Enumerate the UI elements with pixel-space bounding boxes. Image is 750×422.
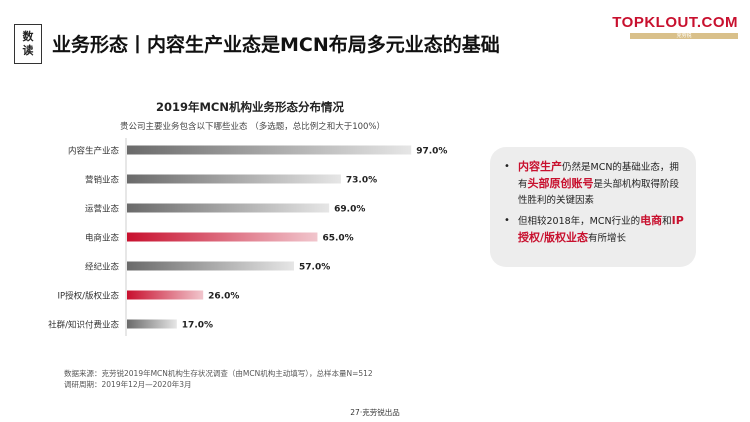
- value-label: 26.0%: [208, 292, 239, 302]
- bullet-1-text-b: 是头部机构取得阶段性胜利的关键因素: [518, 179, 680, 206]
- category-label: IP授权/版权业态: [58, 291, 120, 302]
- brand-logo: TOPKLOUT.COM 克劳锐: [612, 14, 738, 39]
- bar: [127, 290, 204, 300]
- highlight-ip-licensing: IP授权/版权业态: [518, 214, 684, 244]
- page-title: 业务形态丨内容生产业态是MCN布局多元业态的基础: [52, 34, 500, 56]
- value-label: 97.0%: [416, 147, 447, 157]
- bar-chart: 内容生产业态 97.0% 营销业态 73.0% 运营业态 69.0% 电商业态 65.0% 经纪…: [48, 138, 447, 336]
- logo-text: TOPKLOUT.COM: [612, 14, 738, 31]
- chart-subtitle: 贵公司主要业务包含以下哪些业态 （多选题，总比例之和大于100%）: [120, 122, 386, 132]
- category-label: 经纪业态: [85, 262, 120, 273]
- category-label: 营销业态: [85, 175, 120, 186]
- survey-period-line: 调研周期：2019年12月—2020年3月: [64, 380, 192, 389]
- value-label: 65.0%: [322, 234, 353, 244]
- value-label: 69.0%: [334, 205, 365, 215]
- insight-bullet-1: 内容生产仍然是MCN的基础业态，拥有头部原创账号是头部机构取得阶段性胜利的关键因…: [504, 159, 684, 209]
- bullet-2-text-b: 和: [662, 216, 672, 227]
- category-label: 运营业态: [85, 204, 120, 215]
- bar: [127, 232, 318, 242]
- value-label: 73.0%: [346, 176, 377, 186]
- section-badge: 数 读: [14, 24, 42, 64]
- bar: [127, 203, 330, 213]
- category-label: 电商业态: [85, 233, 120, 244]
- bullet-1-text-a: 仍然是MCN的基础业态，拥有: [518, 162, 679, 190]
- category-label: 内容生产业态: [68, 146, 120, 157]
- highlight-content-production: 内容生产: [518, 160, 562, 173]
- bullet-2-text-c: 有所增长: [588, 233, 627, 244]
- badge-char-2: 读: [22, 44, 34, 57]
- bullet-2-text-a: 但相较2018年，MCN行业的: [518, 216, 641, 227]
- logo-subtext: 克劳锐: [630, 33, 738, 39]
- value-label: 17.0%: [182, 321, 213, 331]
- data-source-note: 数据来源：克劳锐2019年MCN机构生存状况调查（由MCN机构主动填写），总样本…: [64, 368, 373, 390]
- bar: [127, 261, 295, 271]
- bar: [127, 174, 341, 184]
- badge-char-1: 数: [22, 30, 34, 43]
- highlight-ecommerce: 电商: [640, 214, 663, 227]
- insight-callout: 内容生产仍然是MCN的基础业态，拥有头部原创账号是头部机构取得阶段性胜利的关键因…: [490, 147, 696, 267]
- value-label: 57.0%: [299, 263, 330, 273]
- category-label: 社群/知识付费业态: [48, 320, 119, 331]
- bar: [127, 145, 412, 155]
- page-footer: 27·克劳锐出品: [350, 408, 400, 417]
- insight-bullet-2: 但相较2018年，MCN行业的电商和IP授权/版权业态有所增长: [504, 213, 684, 247]
- chart-title: 2019年MCN机构业务形态分布情况: [155, 100, 344, 114]
- bar: [127, 319, 177, 329]
- source-line: 数据来源：克劳锐2019年MCN机构生存状况调查（由MCN机构主动填写），总样本…: [64, 369, 373, 378]
- highlight-head-accounts: 头部原创账号: [527, 177, 594, 190]
